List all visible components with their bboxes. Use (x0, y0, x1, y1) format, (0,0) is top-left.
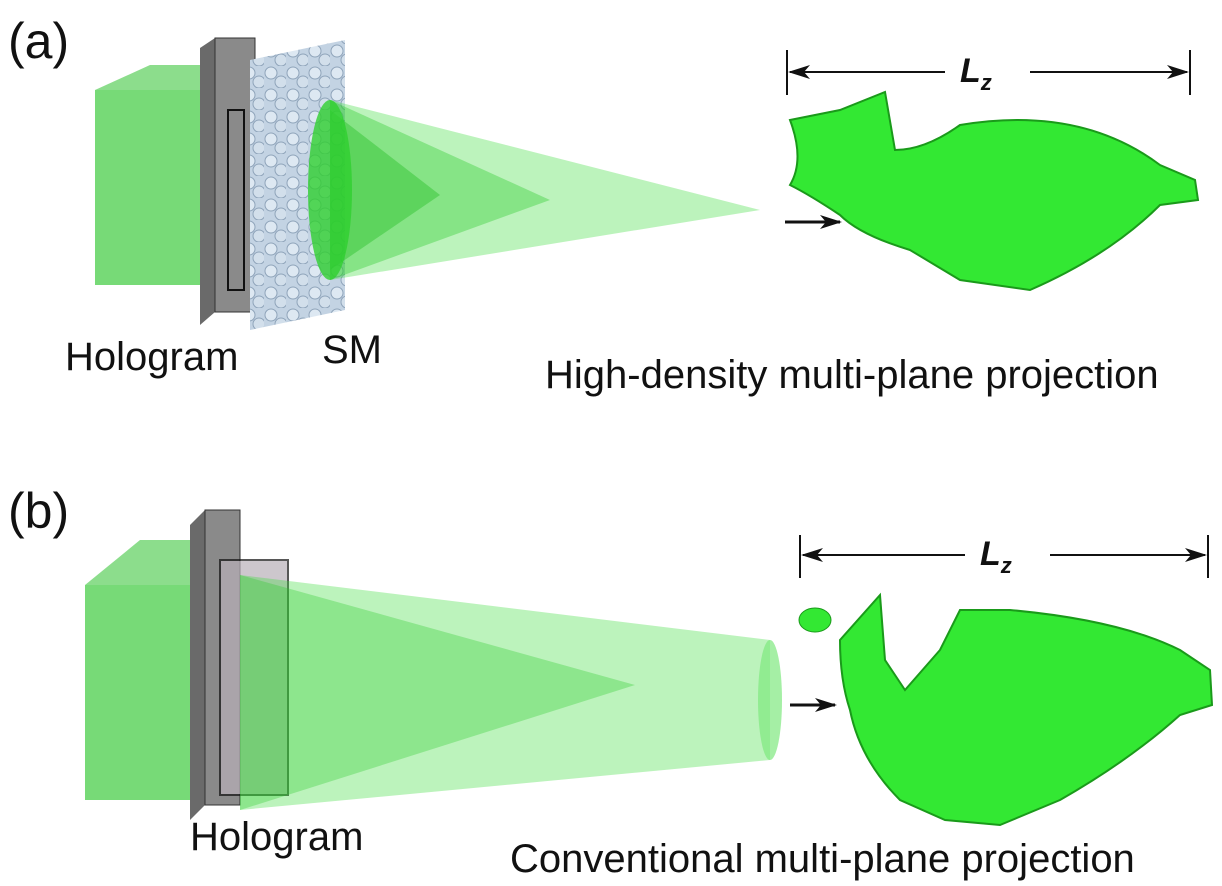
dim-main: L (980, 535, 1001, 573)
fish-projection (790, 92, 1198, 290)
panel-label: (b) (8, 483, 69, 539)
caption: High-density multi-plane projection (545, 353, 1159, 397)
dimension-label: Lz (960, 52, 992, 95)
dimension-label: Lz (980, 535, 1012, 578)
fish-fragment (799, 608, 831, 632)
modulator-label: SM (322, 328, 382, 372)
panel-b: (b) Lz Hologram Conventional multi-plane… (8, 483, 1212, 881)
panel-label: (a) (8, 13, 69, 69)
hologram-label: Hologram (65, 335, 238, 379)
hologram-label: Hologram (190, 815, 363, 859)
beam-exit (758, 640, 782, 760)
dim-main: L (960, 52, 981, 90)
hologram-plate (215, 38, 255, 312)
caption: Conventional multi-plane projection (510, 837, 1135, 881)
dim-sub: z (1000, 553, 1012, 578)
laser-box (85, 585, 200, 800)
panel-a: (a) Lz Hologram SM High-density multi-pl… (8, 13, 1198, 397)
plate-side (190, 510, 205, 820)
dim-sub: z (980, 70, 992, 95)
figure: (a) Lz Hologram SM High-density multi-pl… (0, 0, 1222, 886)
plate-side (200, 38, 215, 325)
fish-projection (840, 595, 1212, 825)
laser-box (95, 90, 210, 285)
beam-aperture (308, 100, 352, 280)
